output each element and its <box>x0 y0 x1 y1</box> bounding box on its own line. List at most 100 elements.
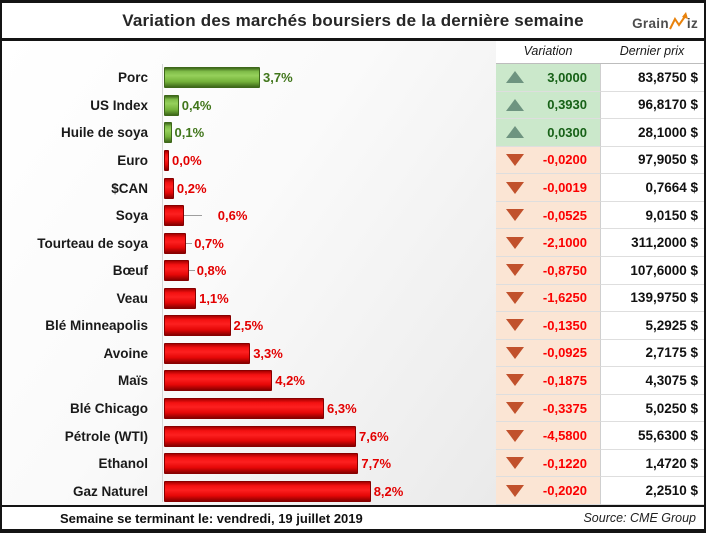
bar-zone: 1,1% <box>155 285 496 313</box>
header-divider <box>2 38 704 41</box>
chart-table-row: Blé Chicago 6,3% -0,3375 5,0250 $ <box>2 394 704 423</box>
chart-table-row: Porc 3,7% 3,0000 83,8750 $ <box>2 64 704 92</box>
variation-value: -0,1220 <box>542 455 587 471</box>
variation-cell: -0,1220 <box>496 449 600 478</box>
bar-value-label: 3,7% <box>263 70 293 86</box>
value-bar <box>164 260 189 282</box>
variation-value: 3,0000 <box>547 69 587 85</box>
variation-cell: -0,3375 <box>496 394 600 423</box>
bar-zone: 0,8% <box>155 257 496 285</box>
bar-value-label: 7,7% <box>361 456 392 472</box>
chart-and-table-area: Variation Dernier prix Porc 3,7% 3,0000 83,… <box>2 41 704 505</box>
category-label: Huile de soya <box>60 125 148 141</box>
label-leader-line <box>188 270 195 272</box>
category-label: Maïs <box>117 373 148 389</box>
last-price-value: 96,8170 $ <box>600 91 704 120</box>
bar-zone: 7,7% <box>155 450 496 478</box>
bar-value-label: 0,2% <box>176 180 207 196</box>
logo-text-left: Grain <box>632 15 669 31</box>
bar-zone: 0,6% <box>155 202 496 230</box>
bar-value-label: 0,8% <box>196 263 227 279</box>
variation-cell: -2,1000 <box>496 229 600 257</box>
column-header-last-price: Dernier prix <box>619 44 685 58</box>
last-price-value: 5,0250 $ <box>600 394 704 423</box>
bar-value-label: 8,2% <box>373 483 404 499</box>
variation-value: -0,0525 <box>542 207 587 223</box>
last-price-value: 2,7175 $ <box>600 339 704 368</box>
chart-axis-line <box>162 64 163 502</box>
grainwiz-logo: Grain iz <box>632 12 698 34</box>
bar-zone: 7,6% <box>155 422 496 450</box>
last-price-value: 0,7664 $ <box>600 174 704 202</box>
bar-value-label: 3,3% <box>253 345 283 361</box>
bar-value-label: 1,1% <box>199 290 229 306</box>
category-label: Blé Minneapolis <box>45 318 148 334</box>
variation-value: -2,1000 <box>542 235 587 251</box>
chart-rows: Porc 3,7% 3,0000 83,8750 $ US Index 0,4% 0,393… <box>2 64 704 505</box>
value-bar <box>164 67 260 89</box>
trend-down-icon <box>506 181 524 194</box>
value-bar <box>164 94 179 116</box>
chart-table-row: Huile de soya 0,1% 0,0300 28,1000 $ <box>2 119 704 147</box>
variation-value: -0,0925 <box>542 345 587 361</box>
trend-down-icon <box>506 264 524 277</box>
trend-down-icon <box>506 319 524 332</box>
bar-value-label: 4,2% <box>275 373 305 389</box>
value-bar <box>164 122 172 144</box>
variation-cell: -0,0019 <box>496 174 600 202</box>
bar-value-label: 6,3% <box>327 401 357 417</box>
variation-cell: 0,3930 <box>496 91 600 120</box>
page-title: Variation des marchés boursiers de la de… <box>122 10 584 30</box>
trend-down-icon <box>506 457 524 470</box>
bar-value-label: 0,7% <box>194 235 224 251</box>
value-bar <box>164 398 324 420</box>
variation-value: -0,1350 <box>542 317 587 333</box>
category-label: Ethanol <box>98 456 149 472</box>
bar-zone: 0,4% <box>155 92 496 120</box>
value-bar <box>164 342 251 364</box>
bar-zone: 4,2% <box>155 367 496 395</box>
category-label: $CAN <box>111 180 148 196</box>
category-label: Bœuf <box>112 263 148 279</box>
trend-down-icon <box>506 402 524 415</box>
last-price-value: 55,6300 $ <box>600 422 704 450</box>
variation-cell: 0,0300 <box>496 119 600 147</box>
report-header: Variation des marchés boursiers de la de… <box>2 3 704 38</box>
variation-cell: -0,1350 <box>496 312 600 340</box>
chart-table-row: $CAN 0,2% -0,0019 0,7664 $ <box>2 174 704 202</box>
trend-down-icon <box>506 153 524 166</box>
bar-value-label: 2,5% <box>233 318 264 334</box>
chart-table-row: Soya 0,6% -0,0525 9,0150 $ <box>2 201 704 230</box>
variation-value: 0,3930 <box>547 97 587 113</box>
footer-divider <box>2 505 704 507</box>
last-price-value: 139,9750 $ <box>600 284 704 313</box>
chart-table-row: Blé Minneapolis 2,5% -0,1350 5,2925 $ <box>2 312 704 340</box>
value-bar <box>164 425 356 447</box>
value-bar <box>164 453 359 475</box>
variation-cell: -1,6250 <box>496 284 600 313</box>
chart-table-row: Pétrole (WTI) 7,6% -4,5800 55,6300 $ <box>2 422 704 450</box>
chart-table-row: Bœuf 0,8% -0,8750 107,6000 $ <box>2 256 704 285</box>
trend-up-icon <box>506 71 524 84</box>
variation-value: -1,6250 <box>542 290 587 306</box>
bar-zone: 3,3% <box>155 340 496 368</box>
bar-value-label: 0,1% <box>174 125 205 141</box>
last-price-value: 83,8750 $ <box>600 64 704 92</box>
last-price-value: 311,2000 $ <box>600 229 704 257</box>
bar-value-label: 0,0% <box>172 152 202 168</box>
trend-down-icon <box>506 209 524 222</box>
stock-zigzag-icon <box>668 12 688 30</box>
label-leader-line <box>183 215 202 217</box>
variation-value: -0,8750 <box>542 262 587 278</box>
trend-down-icon <box>506 484 524 497</box>
variation-cell: -0,8750 <box>496 256 600 285</box>
category-label: Porc <box>117 70 148 86</box>
chart-table-row: Euro 0,0% -0,0200 97,9050 $ <box>2 146 704 175</box>
variation-value: -0,0019 <box>542 180 587 196</box>
last-price-value: 97,9050 $ <box>600 146 704 175</box>
trend-up-icon <box>506 126 524 139</box>
logo-text-right: iz <box>686 15 698 31</box>
trend-down-icon <box>506 346 524 359</box>
chart-table-row: Veau 1,1% -1,6250 139,9750 $ <box>2 284 704 313</box>
